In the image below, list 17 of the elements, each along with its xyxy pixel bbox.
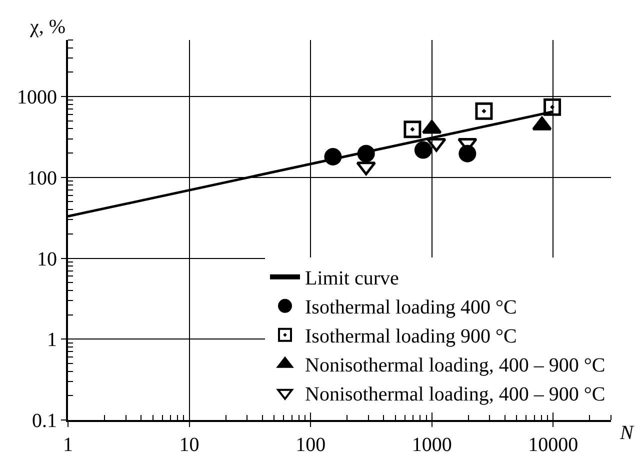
legend-label: Isothermal loading 900 °C	[305, 326, 517, 348]
y-tick-label: 0.1	[32, 410, 57, 432]
x-tick-label: 1000	[412, 434, 452, 456]
y-tick-label: 10	[37, 248, 57, 270]
x-tick-label: 1	[63, 434, 73, 456]
x-tick-label: 10000	[528, 434, 578, 456]
legend-label: Nonisothermal loading, 400 – 900 °C	[305, 354, 606, 377]
x-axis-title: N	[619, 422, 635, 444]
y-axis-title: χ, %	[29, 16, 66, 38]
legend-label: Limit curve	[305, 268, 399, 290]
legend-label: Isothermal loading 400 °C	[305, 296, 517, 319]
legend-label: Nonisothermal loading, 400 – 900 °C	[305, 384, 606, 406]
y-tick-label: 1000	[17, 86, 57, 109]
y-tick-label: 100	[27, 167, 57, 190]
x-tick-label: 100	[296, 434, 326, 456]
y-tick-label: 1	[47, 329, 57, 352]
x-tick-label: 10	[179, 434, 200, 456]
